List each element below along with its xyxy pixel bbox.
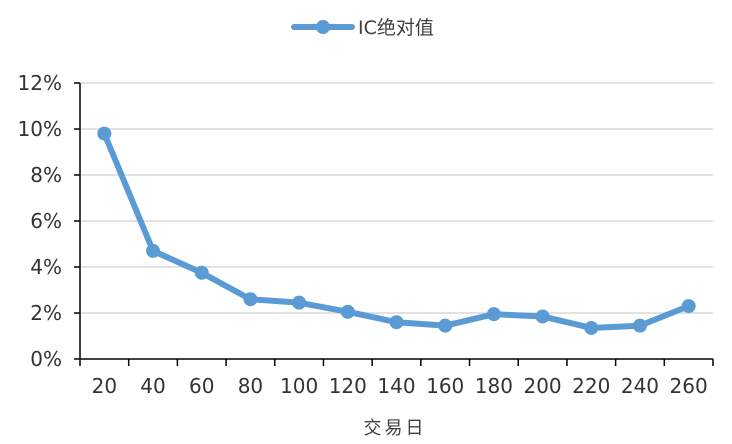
gridlines <box>80 82 713 314</box>
x-tick-label: 100 <box>280 374 318 398</box>
y-axis-tick-labels: 0% 2% 4% 6% 8% 10% 12% <box>18 71 62 371</box>
x-tick-label: 180 <box>475 374 513 398</box>
y-tick-label: 0% <box>30 347 62 371</box>
series-ic-abs <box>97 126 696 335</box>
x-tick-label: 160 <box>426 374 464 398</box>
x-tick-label: 20 <box>92 374 117 398</box>
data-point <box>632 318 647 333</box>
data-point <box>535 309 550 324</box>
axes <box>74 82 714 366</box>
y-tick-label: 4% <box>30 255 62 279</box>
x-tick-label: 140 <box>377 374 415 398</box>
x-tick-label: 220 <box>572 374 610 398</box>
x-tick-label: 200 <box>523 374 561 398</box>
data-point <box>97 126 112 141</box>
x-tick-label: 260 <box>670 374 708 398</box>
y-tick-label: 6% <box>30 209 62 233</box>
x-axis-tick-labels: 20 40 60 80 100 120 140 160 180 200 220 240 260 <box>92 374 708 398</box>
y-tick-label: 12% <box>18 71 62 95</box>
data-point <box>292 295 307 310</box>
data-point <box>243 292 258 307</box>
legend: IC绝对值 <box>291 17 434 39</box>
y-tick-label: 8% <box>30 163 62 187</box>
series-line <box>101 130 692 331</box>
y-tick-label: 10% <box>18 117 62 141</box>
data-point <box>146 243 161 258</box>
data-point <box>340 304 355 319</box>
data-point <box>681 299 696 314</box>
y-tick-label: 2% <box>30 301 62 325</box>
legend-label: IC绝对值 <box>358 17 434 39</box>
x-tick-label: 60 <box>189 374 214 398</box>
data-point <box>584 320 599 335</box>
legend-marker <box>316 20 330 34</box>
x-tick-label: 80 <box>238 374 263 398</box>
x-tick-label: 120 <box>329 374 367 398</box>
x-tick-label: 240 <box>621 374 659 398</box>
x-axis-title: 交易日 <box>364 418 427 439</box>
data-point <box>486 307 501 322</box>
data-point <box>389 315 404 330</box>
x-tick-label: 40 <box>140 374 165 398</box>
data-point <box>438 318 453 333</box>
data-point <box>194 265 209 280</box>
